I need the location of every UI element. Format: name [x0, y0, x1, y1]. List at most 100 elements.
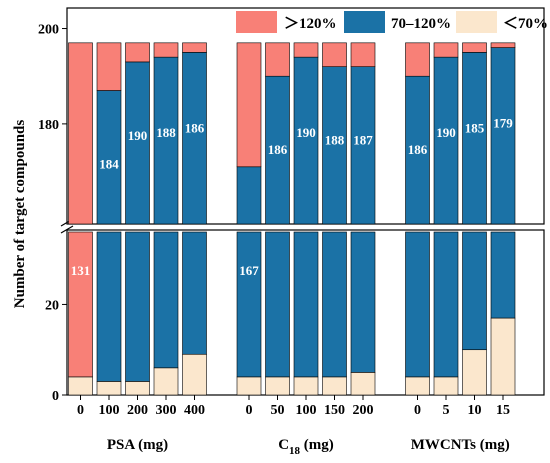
data-label: 131	[71, 263, 91, 278]
data-label: 179	[493, 116, 513, 131]
x-tick-label: 300	[156, 403, 177, 418]
bar-segment-below70	[405, 376, 430, 396]
x-tick-label: 0	[77, 403, 84, 418]
bar-segment-below70	[433, 376, 459, 396]
x-tick-label: 200	[353, 403, 374, 418]
x-tick-label: 10	[468, 403, 482, 418]
x-tick-label: 15	[496, 403, 510, 418]
bar-segment-within-upper	[350, 66, 376, 225]
bar-segment-within-upper	[322, 66, 347, 225]
bar-segment-above120	[322, 42, 347, 67]
y-axis-title: Number of target compounds	[12, 120, 28, 309]
x-tick-label: 50	[271, 403, 285, 418]
group-title-main: C	[278, 437, 289, 453]
data-labels-layer: 131 184 190 188 186 167 186 190 188 187 186 190 185 1…	[71, 116, 514, 278]
bar-segment-above120	[68, 231, 93, 378]
data-label: 184	[99, 157, 119, 172]
data-label: 188	[156, 125, 176, 140]
y-tick-label: 0	[52, 389, 59, 404]
data-label: 187	[353, 133, 373, 148]
group-title-tail: (mg)	[300, 437, 334, 453]
bar-segment-within-upper	[153, 56, 179, 225]
bar-segment-within	[462, 231, 487, 351]
x-tick-label: 5	[443, 403, 450, 418]
bar-segment-above120	[236, 42, 262, 168]
bar-segment-below70	[293, 376, 319, 396]
bar-segment-above120	[182, 42, 207, 53]
data-label: 186	[185, 120, 205, 135]
bar-segment-within	[293, 231, 319, 378]
bar-segment-below70	[153, 367, 179, 396]
x-tick-label: 100	[99, 403, 120, 418]
group-title-subscript: 18	[289, 445, 301, 457]
bar-segment-below70	[322, 376, 347, 396]
data-label: 167	[239, 263, 259, 278]
bar-segment-above120	[125, 42, 150, 63]
bar-segment-within-upper	[462, 52, 487, 225]
bar-segment-within-upper	[293, 56, 319, 225]
group-title-main: PSA (mg)	[107, 437, 168, 453]
bar-segment-above120	[293, 42, 319, 58]
bar-segment-within-upper	[182, 52, 207, 225]
bar-segment-within	[153, 231, 179, 369]
bar-segment-within-upper	[490, 47, 516, 225]
bar-segment-below70	[490, 317, 516, 396]
bar-segment-below70	[125, 381, 150, 396]
bar-segment-below70	[182, 353, 207, 396]
group-title: PSA (mg)	[107, 437, 168, 453]
data-label: 185	[465, 120, 485, 135]
y-tick-label: 180	[38, 118, 59, 133]
bar-segment-within-upper	[405, 75, 430, 225]
legend-label-within: 70–120%	[391, 16, 451, 32]
bar-segment-above120	[153, 42, 179, 58]
bar-segment-within-upper	[236, 166, 262, 225]
bar-segment-above120	[350, 42, 376, 67]
bar-segment-within	[265, 231, 290, 378]
legend: ＞120% 70–120% ＜70%	[236, 11, 548, 33]
bar-segment-below70	[68, 376, 93, 396]
bar-segment-within	[405, 231, 430, 378]
bar-segment-below70	[462, 349, 487, 396]
legend-swatch-above120	[236, 11, 277, 33]
x-tick-label: 0	[246, 403, 253, 418]
axis-break-mark-lower	[60, 225, 74, 234]
bar-segment-above120	[490, 42, 516, 48]
bar-segment-above120	[462, 42, 487, 53]
legend-label-above120: ＞120%	[284, 16, 337, 32]
bar-segment-within	[236, 231, 262, 378]
bars-layer	[68, 42, 516, 396]
group-title: MWCNTs (mg)	[411, 437, 510, 453]
bar-segment-within	[490, 231, 516, 319]
bar-segment-above120	[265, 42, 290, 77]
x-tick-label: 200	[127, 403, 148, 418]
bar-segment-within	[433, 231, 459, 378]
bar-segment-within	[96, 231, 122, 382]
data-label: 188	[325, 133, 345, 148]
data-label: 190	[436, 125, 456, 140]
bar-segment-within	[322, 231, 347, 378]
bar-segment-within-upper	[96, 90, 122, 225]
data-label: 190	[128, 128, 148, 143]
group-titles: PSA (mg) C18 (mg) MWCNTs (mg)	[107, 437, 510, 457]
group-title: C18 (mg)	[278, 437, 334, 457]
bar-segment-below70	[236, 376, 262, 396]
bar-segment-below70	[350, 372, 376, 396]
data-label: 186	[268, 142, 288, 157]
bar-segment-within	[350, 231, 376, 373]
x-tick-label: 400	[184, 403, 205, 418]
bar-segment-above120	[405, 42, 430, 77]
x-tick-label: 150	[324, 403, 345, 418]
y-tick-label: 20	[45, 298, 59, 313]
bar-segment-below70	[265, 376, 290, 396]
legend-label-below70: ＜70%	[503, 16, 548, 32]
bar-segment-above120	[96, 42, 122, 91]
x-tick-label: 100	[296, 403, 317, 418]
bar-segment-within-upper	[265, 75, 290, 225]
y-tick-label: 200	[38, 23, 59, 38]
x-tick-label: 0	[414, 403, 421, 418]
legend-swatch-within	[344, 11, 385, 33]
bar-segment-within-upper	[125, 61, 150, 225]
data-label: 186	[408, 142, 428, 157]
